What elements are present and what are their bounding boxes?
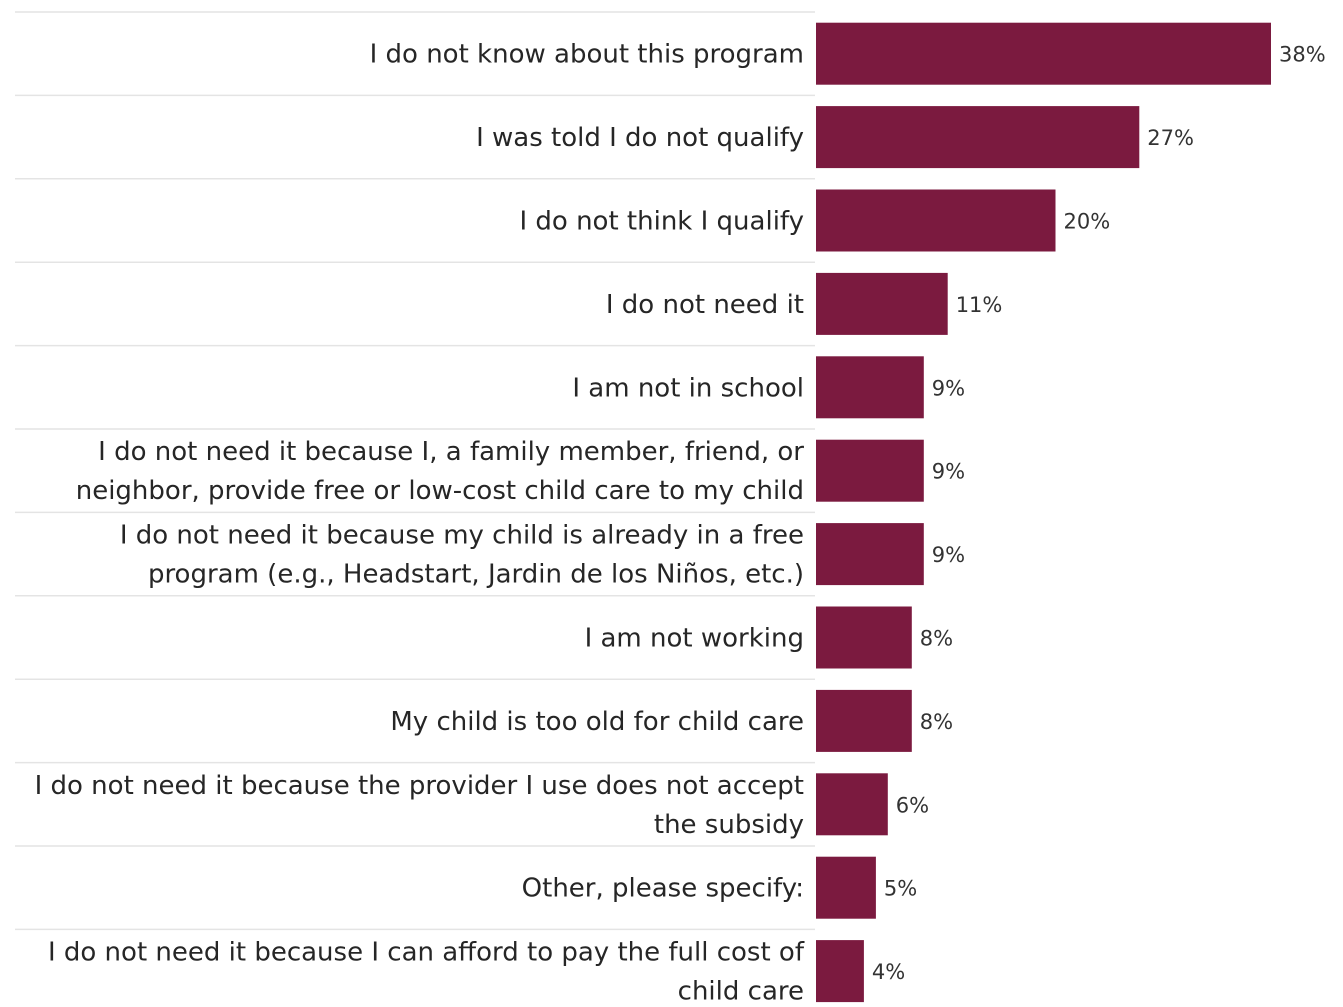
category-label: I do not think I qualify bbox=[519, 207, 804, 237]
category-label: child care bbox=[678, 977, 804, 1007]
value-label: 4% bbox=[872, 960, 905, 984]
value-label: 6% bbox=[896, 793, 929, 817]
bar bbox=[816, 356, 924, 419]
category-labels-group: I do not know about this program I was to… bbox=[35, 40, 805, 1007]
bar bbox=[816, 272, 948, 335]
bar bbox=[816, 523, 924, 586]
value-label: 38% bbox=[1279, 43, 1326, 67]
category-label: I do not know about this program bbox=[370, 40, 804, 70]
bar bbox=[816, 940, 864, 1003]
value-label: 20% bbox=[1064, 210, 1111, 234]
row-separators bbox=[15, 11, 815, 931]
category-label: Other, please specify: bbox=[522, 874, 804, 904]
category-label: I do not need it because I can afford to… bbox=[48, 938, 805, 968]
category-label: I am not in school bbox=[572, 373, 804, 403]
value-label: 11% bbox=[956, 293, 1003, 317]
value-label: 27% bbox=[1147, 126, 1194, 150]
category-label: I do not need it bbox=[606, 290, 804, 320]
category-label: My child is too old for child care bbox=[390, 707, 804, 737]
value-label: 5% bbox=[884, 877, 917, 901]
bars-group bbox=[816, 22, 1271, 1003]
value-label: 9% bbox=[932, 376, 965, 400]
bar bbox=[816, 689, 912, 752]
category-label: the subsidy bbox=[654, 810, 804, 840]
category-label: I do not need it because my child is alr… bbox=[120, 521, 804, 551]
value-label: 9% bbox=[932, 543, 965, 567]
value-label: 8% bbox=[920, 710, 953, 734]
value-labels-group: 38% 27% 20% 11% 9% 9% 9% 8% 8% 6% 5% 4% bbox=[872, 43, 1326, 984]
category-label: I am not working bbox=[585, 624, 804, 654]
value-label: 8% bbox=[920, 627, 953, 651]
value-label: 9% bbox=[932, 460, 965, 484]
category-label: I do not need it because I, a family mem… bbox=[98, 437, 804, 467]
bar bbox=[816, 106, 1140, 169]
bar bbox=[816, 773, 888, 836]
bar bbox=[816, 856, 876, 919]
category-label: neighbor, provide free or low-cost child… bbox=[76, 476, 804, 506]
category-label: program (e.g., Headstart, Jardin de los … bbox=[148, 560, 804, 590]
category-label: I was told I do not qualify bbox=[476, 123, 804, 153]
bar bbox=[816, 189, 1056, 252]
bar bbox=[816, 22, 1271, 85]
bar bbox=[816, 439, 924, 502]
category-label: I do not need it because the provider I … bbox=[35, 771, 804, 801]
bar bbox=[816, 606, 912, 669]
